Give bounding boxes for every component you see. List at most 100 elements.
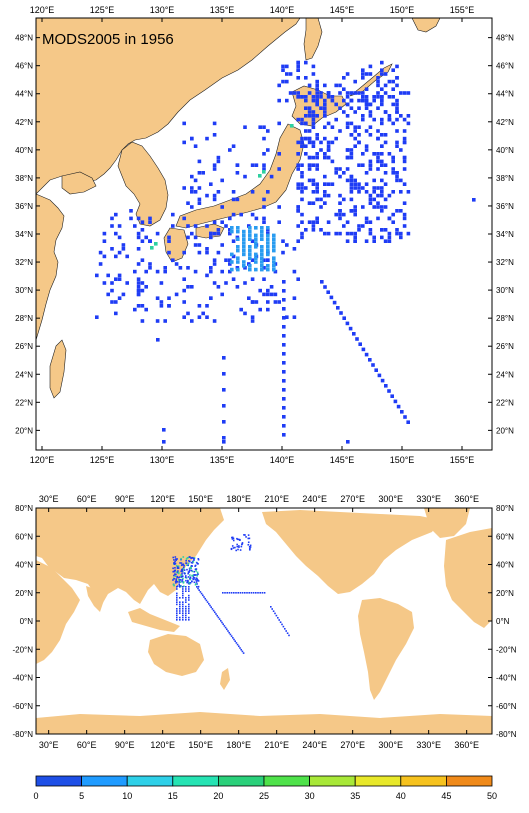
obs-cell (311, 224, 316, 228)
obs-cell (266, 241, 270, 245)
top-lat-label-right: 38°N (496, 174, 514, 183)
obs-cell (133, 269, 137, 274)
obs-dot (209, 604, 211, 607)
top-lon-label-top: 125°E (90, 5, 115, 15)
obs-cell (231, 277, 236, 281)
obs-cell (315, 216, 319, 221)
obs-cell (190, 205, 194, 209)
obs-cell (106, 273, 110, 278)
obs-cell (236, 267, 240, 272)
bottom-lon-label-bottom: 60°E (77, 740, 97, 750)
obs-cell (372, 95, 376, 99)
obs-dot (173, 559, 175, 561)
top-lon-label-top: 130°E (150, 5, 175, 15)
obs-dot (177, 571, 180, 574)
obs-cell (391, 159, 395, 164)
obs-cell (383, 205, 388, 209)
obs-dot (188, 597, 190, 599)
obs-cell (182, 300, 186, 304)
obs-dot (200, 592, 203, 595)
obs-dot (195, 577, 198, 579)
obs-cell (110, 288, 114, 293)
obs-cell (212, 220, 217, 224)
obs-cell (406, 121, 411, 126)
obs-dot (181, 579, 183, 581)
obs-cell (205, 315, 209, 319)
obs-dot (259, 592, 261, 594)
obs-cell (326, 231, 331, 236)
obs-cell (338, 129, 342, 133)
obs-cell (342, 316, 346, 320)
obs-cell (383, 171, 388, 175)
obs-cell (155, 319, 160, 323)
obs-dot (180, 557, 182, 560)
bottom-lat-label-right: -80°N (496, 730, 517, 739)
obs-dot (185, 610, 187, 612)
obs-dot (182, 594, 184, 597)
top-lon-label-top: 145°E (330, 5, 355, 15)
obs-cell (326, 182, 331, 186)
obs-cell (361, 186, 365, 190)
obs-cell (242, 248, 246, 253)
obs-cell (277, 300, 281, 304)
obs-cell (285, 315, 289, 319)
obs-cell (387, 79, 392, 84)
colorbar-box (217, 775, 265, 787)
obs-cell (222, 388, 226, 392)
obs-dot (188, 581, 191, 584)
obs-cell (315, 167, 319, 171)
bottom-lat-label-right: 80°N (496, 504, 514, 513)
obs-cell (311, 201, 316, 205)
bottom-lon-label-top: 240°E (302, 494, 327, 504)
obs-cell (311, 72, 316, 76)
obs-cell (144, 307, 148, 312)
obs-dot (179, 579, 182, 581)
obs-cell (330, 159, 335, 164)
obs-cell (307, 129, 312, 133)
obs-dot (244, 534, 246, 536)
obs-cell (380, 102, 384, 107)
obs-cell (209, 182, 213, 186)
obs-cell (248, 233, 252, 238)
obs-cell (349, 133, 354, 137)
bottom-lon-label-bottom: 300°E (378, 740, 403, 750)
obs-cell (372, 235, 376, 240)
obs-dot (182, 601, 184, 603)
obs-cell (330, 182, 335, 186)
obs-cell (205, 136, 209, 141)
obs-dot (230, 547, 233, 550)
obs-cell (357, 133, 361, 137)
obs-cell (243, 281, 247, 285)
bottom-lat-label-left: -80°N (12, 730, 33, 739)
obs-cell (383, 182, 388, 186)
obs-cell (231, 144, 236, 148)
obs-dot (247, 543, 250, 546)
obs-cell (399, 235, 403, 240)
obs-dot (174, 560, 176, 563)
obs-cell (140, 281, 145, 285)
obs-cell (220, 178, 224, 183)
obs-cell (178, 266, 183, 270)
obs-cell (182, 186, 186, 190)
obs-cell (311, 121, 316, 126)
obs-dot (182, 588, 184, 590)
obs-cell (269, 285, 274, 289)
obs-cell (296, 91, 300, 95)
obs-cell (326, 121, 331, 126)
obs-dot (190, 565, 193, 567)
obs-cell (323, 114, 327, 118)
obs-dot (175, 564, 178, 567)
obs-cell (260, 267, 264, 272)
obs-cell (395, 129, 399, 133)
obs-cell (403, 415, 407, 419)
obs-cell (272, 267, 276, 272)
bottom-lat-label-left: 80°N (15, 504, 33, 513)
obs-cell (292, 91, 297, 95)
obs-cell (136, 277, 141, 281)
obs-dot (178, 580, 181, 582)
top-lon-label-bottom: 155°E (450, 455, 475, 465)
obs-cell (260, 229, 264, 234)
obs-dot (248, 537, 251, 540)
obs-cell (380, 205, 384, 209)
obs-cell (260, 264, 264, 268)
